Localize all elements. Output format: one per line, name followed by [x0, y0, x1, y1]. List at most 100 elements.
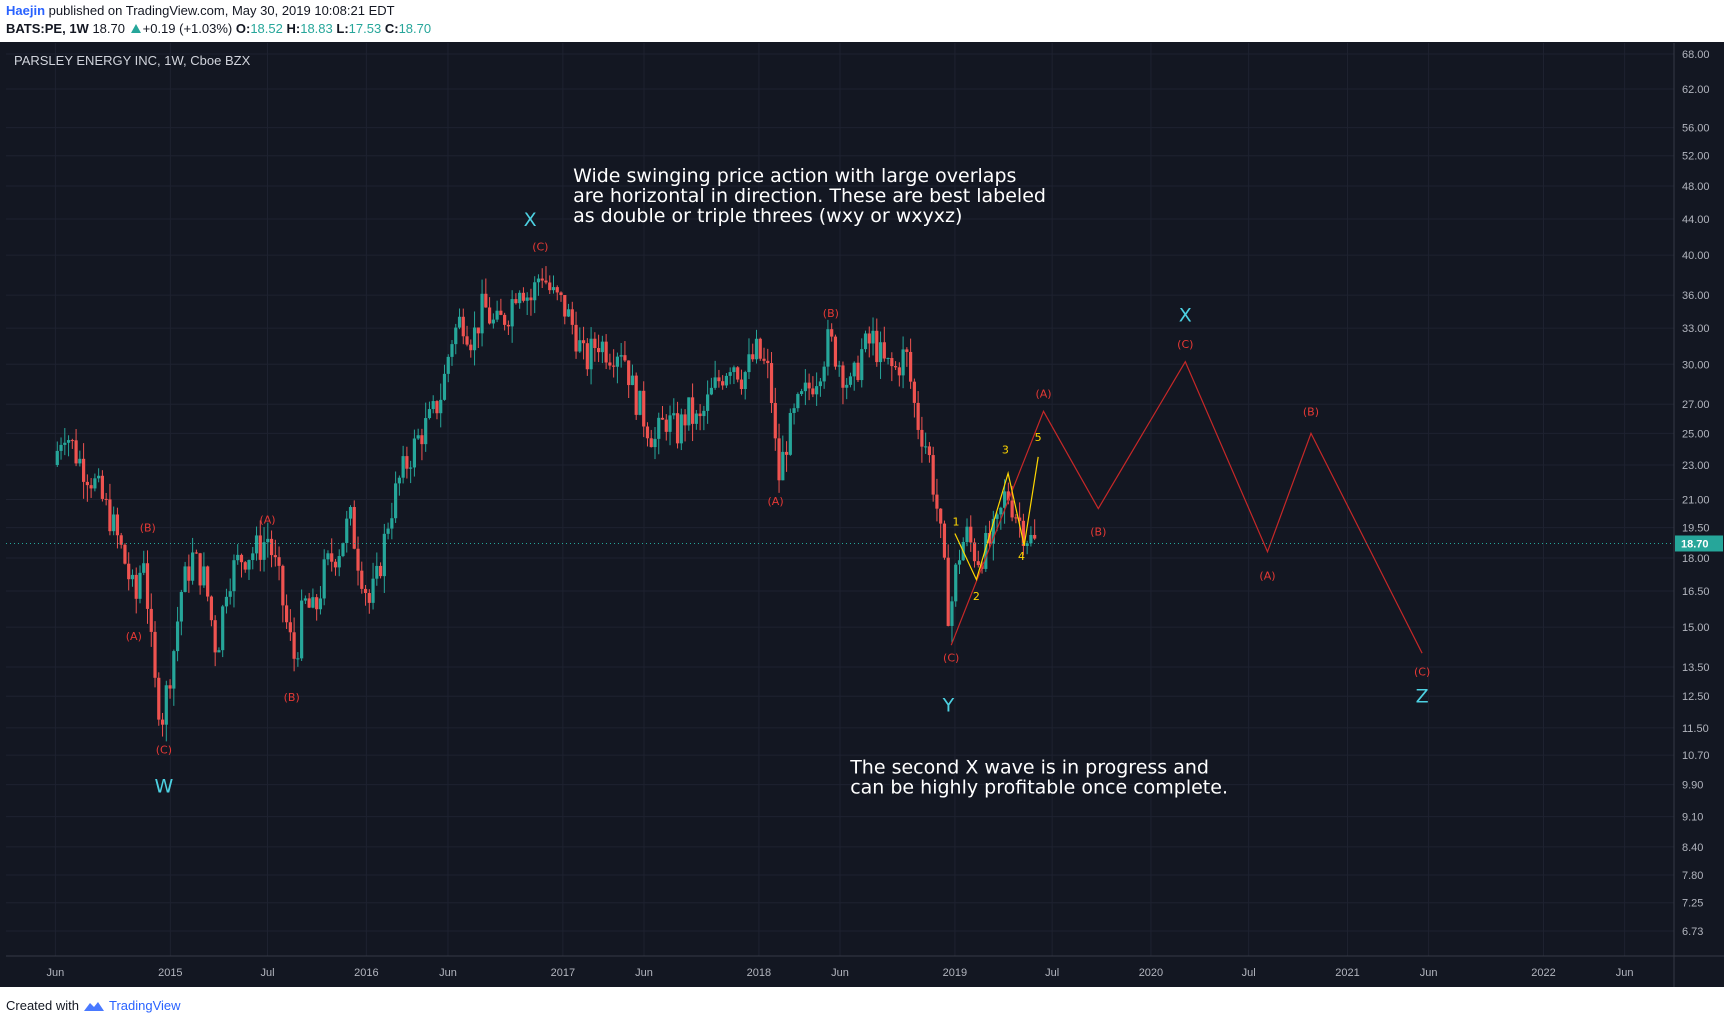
candle-body: [702, 410, 706, 417]
candle: [909, 338, 913, 389]
candle: [574, 311, 578, 359]
impulse-wave-line: [954, 456, 1039, 582]
candle-body: [521, 292, 526, 301]
candle-body: [390, 518, 394, 529]
candle: [604, 334, 608, 370]
candle-body: [544, 280, 548, 283]
candle: [130, 569, 135, 587]
candle: [1018, 502, 1022, 538]
candle-body: [540, 278, 544, 281]
candle: [957, 549, 962, 575]
candle-body: [409, 467, 413, 469]
x-tick-label: 2017: [551, 967, 575, 979]
candle: [991, 510, 995, 561]
candle: [157, 672, 161, 726]
candle-body: [100, 475, 104, 499]
candle: [762, 347, 766, 365]
candle: [863, 330, 868, 353]
candle: [950, 596, 954, 643]
candle: [442, 364, 447, 401]
candle: [514, 293, 518, 305]
candle-body: [604, 341, 608, 363]
candle: [371, 562, 375, 610]
candle-body: [442, 373, 447, 400]
candle-body: [266, 538, 270, 543]
candle: [882, 326, 886, 362]
candle-body: [424, 418, 428, 445]
candle: [243, 561, 247, 573]
candle: [540, 268, 544, 289]
candle: [822, 361, 826, 389]
candle: [495, 300, 499, 323]
candle-body: [991, 518, 995, 544]
candle: [796, 392, 800, 412]
candle: [187, 554, 191, 593]
candle: [634, 372, 638, 420]
candle-body: [931, 455, 935, 495]
candle-body: [288, 622, 292, 633]
candle: [78, 450, 82, 467]
candle-body: [578, 340, 582, 352]
candle-body: [333, 561, 338, 568]
y-tick-label: 36.00: [1682, 290, 1710, 302]
y-tick-label: 19.50: [1682, 523, 1710, 535]
candle-body: [97, 475, 101, 479]
candle: [454, 323, 458, 355]
candle: [518, 290, 522, 309]
candle-body: [296, 658, 300, 660]
candle: [367, 589, 371, 614]
candle: [160, 712, 165, 737]
candle-body: [228, 591, 232, 597]
candle-body: [634, 375, 638, 415]
author-link[interactable]: Haejin: [6, 3, 46, 18]
publish-info: Haejin published on TradingView.com, May…: [6, 3, 395, 18]
candle-body: [995, 514, 999, 519]
candle-body: [315, 597, 319, 610]
candle: [724, 373, 729, 389]
candle: [890, 352, 894, 382]
candle: [390, 502, 394, 540]
candle-body: [946, 557, 950, 626]
candle-body: [803, 382, 807, 392]
candle-body: [732, 367, 736, 373]
candle-body: [833, 336, 838, 367]
candle: [713, 360, 717, 390]
candle: [521, 287, 526, 303]
candle: [649, 429, 653, 448]
candle: [912, 378, 916, 418]
candle: [405, 446, 409, 479]
candle-body: [942, 523, 947, 558]
candle: [555, 285, 559, 301]
wave-label: (C): [943, 651, 959, 664]
candle: [412, 429, 417, 477]
candle-body: [160, 719, 165, 725]
candle: [585, 338, 589, 376]
candle-body: [796, 394, 800, 409]
candle: [70, 438, 74, 449]
wave-label: Z: [1416, 685, 1429, 707]
candle-body: [675, 413, 680, 444]
candle: [288, 609, 292, 641]
tradingview-link[interactable]: TradingView: [108, 998, 181, 1013]
candle-body: [450, 344, 454, 357]
candle-body: [269, 538, 274, 556]
candle: [815, 372, 819, 406]
candle-body: [566, 309, 571, 317]
candle-body: [510, 299, 514, 327]
candle: [409, 460, 413, 484]
candle: [777, 423, 781, 493]
price-chart[interactable]: 68.00 62.00 56.00 52.00 48.00 44.00 40.00 36.00…: [0, 0, 1726, 988]
candle: [277, 546, 281, 581]
x-tick-label: 2019: [943, 967, 967, 979]
candle: [63, 428, 67, 456]
candle-body: [954, 564, 958, 602]
candle: [852, 361, 856, 391]
candle-body: [153, 631, 157, 678]
candle-body: [826, 329, 830, 367]
wave-label: (A): [259, 514, 275, 527]
candle: [269, 530, 274, 568]
candle-body: [597, 348, 601, 353]
candle-body: [300, 600, 304, 659]
candle: [800, 388, 804, 397]
candle-body: [123, 544, 127, 564]
